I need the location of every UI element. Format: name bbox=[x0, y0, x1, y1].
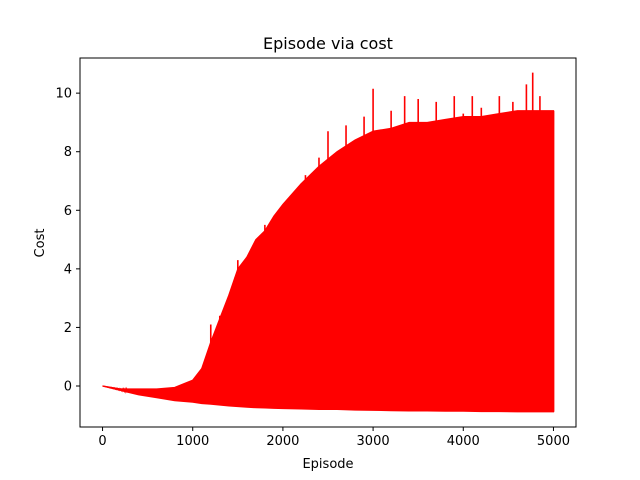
y-tick-label: 2 bbox=[64, 321, 72, 336]
y-tick-label: 0 bbox=[64, 380, 72, 395]
y-tick-label: 10 bbox=[55, 87, 72, 102]
x-tick-label: 0 bbox=[98, 434, 106, 449]
x-ticks: 0 1000 2000 3000 4000 5000 bbox=[98, 427, 570, 449]
x-tick-label: 5000 bbox=[537, 434, 570, 449]
y-tick-label: 6 bbox=[64, 204, 72, 219]
x-tick-label: 4000 bbox=[447, 434, 480, 449]
y-ticks: 0 2 4 6 8 10 bbox=[55, 87, 80, 395]
x-tick-label: 2000 bbox=[266, 434, 299, 449]
plot-frame bbox=[79, 57, 577, 428]
y-axis-label: Cost bbox=[33, 229, 48, 258]
y-tick-label: 4 bbox=[64, 262, 72, 277]
x-tick-label: 3000 bbox=[357, 434, 390, 449]
y-tick-label: 8 bbox=[64, 145, 72, 160]
series-layer bbox=[102, 72, 555, 413]
chart-title: Episode via cost bbox=[263, 34, 393, 53]
x-tick-label: 1000 bbox=[176, 434, 209, 449]
x-axis-label: Episode bbox=[302, 457, 353, 472]
